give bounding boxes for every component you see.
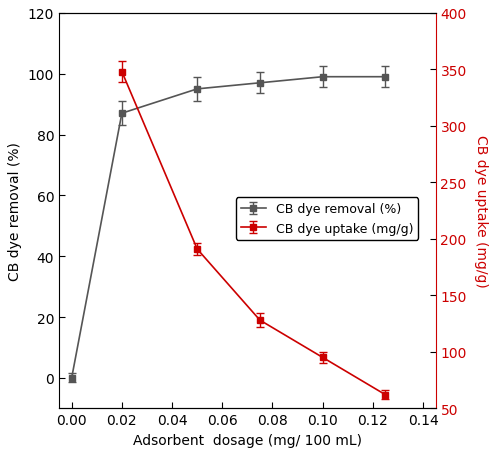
Y-axis label: CB dye uptake (mg/g): CB dye uptake (mg/g) [474, 135, 488, 287]
X-axis label: Adsorbent  dosage (mg/ 100 mL): Adsorbent dosage (mg/ 100 mL) [133, 433, 362, 447]
Legend: CB dye removal (%), CB dye uptake (mg/g): CB dye removal (%), CB dye uptake (mg/g) [236, 198, 418, 240]
Y-axis label: CB dye removal (%): CB dye removal (%) [8, 142, 22, 280]
